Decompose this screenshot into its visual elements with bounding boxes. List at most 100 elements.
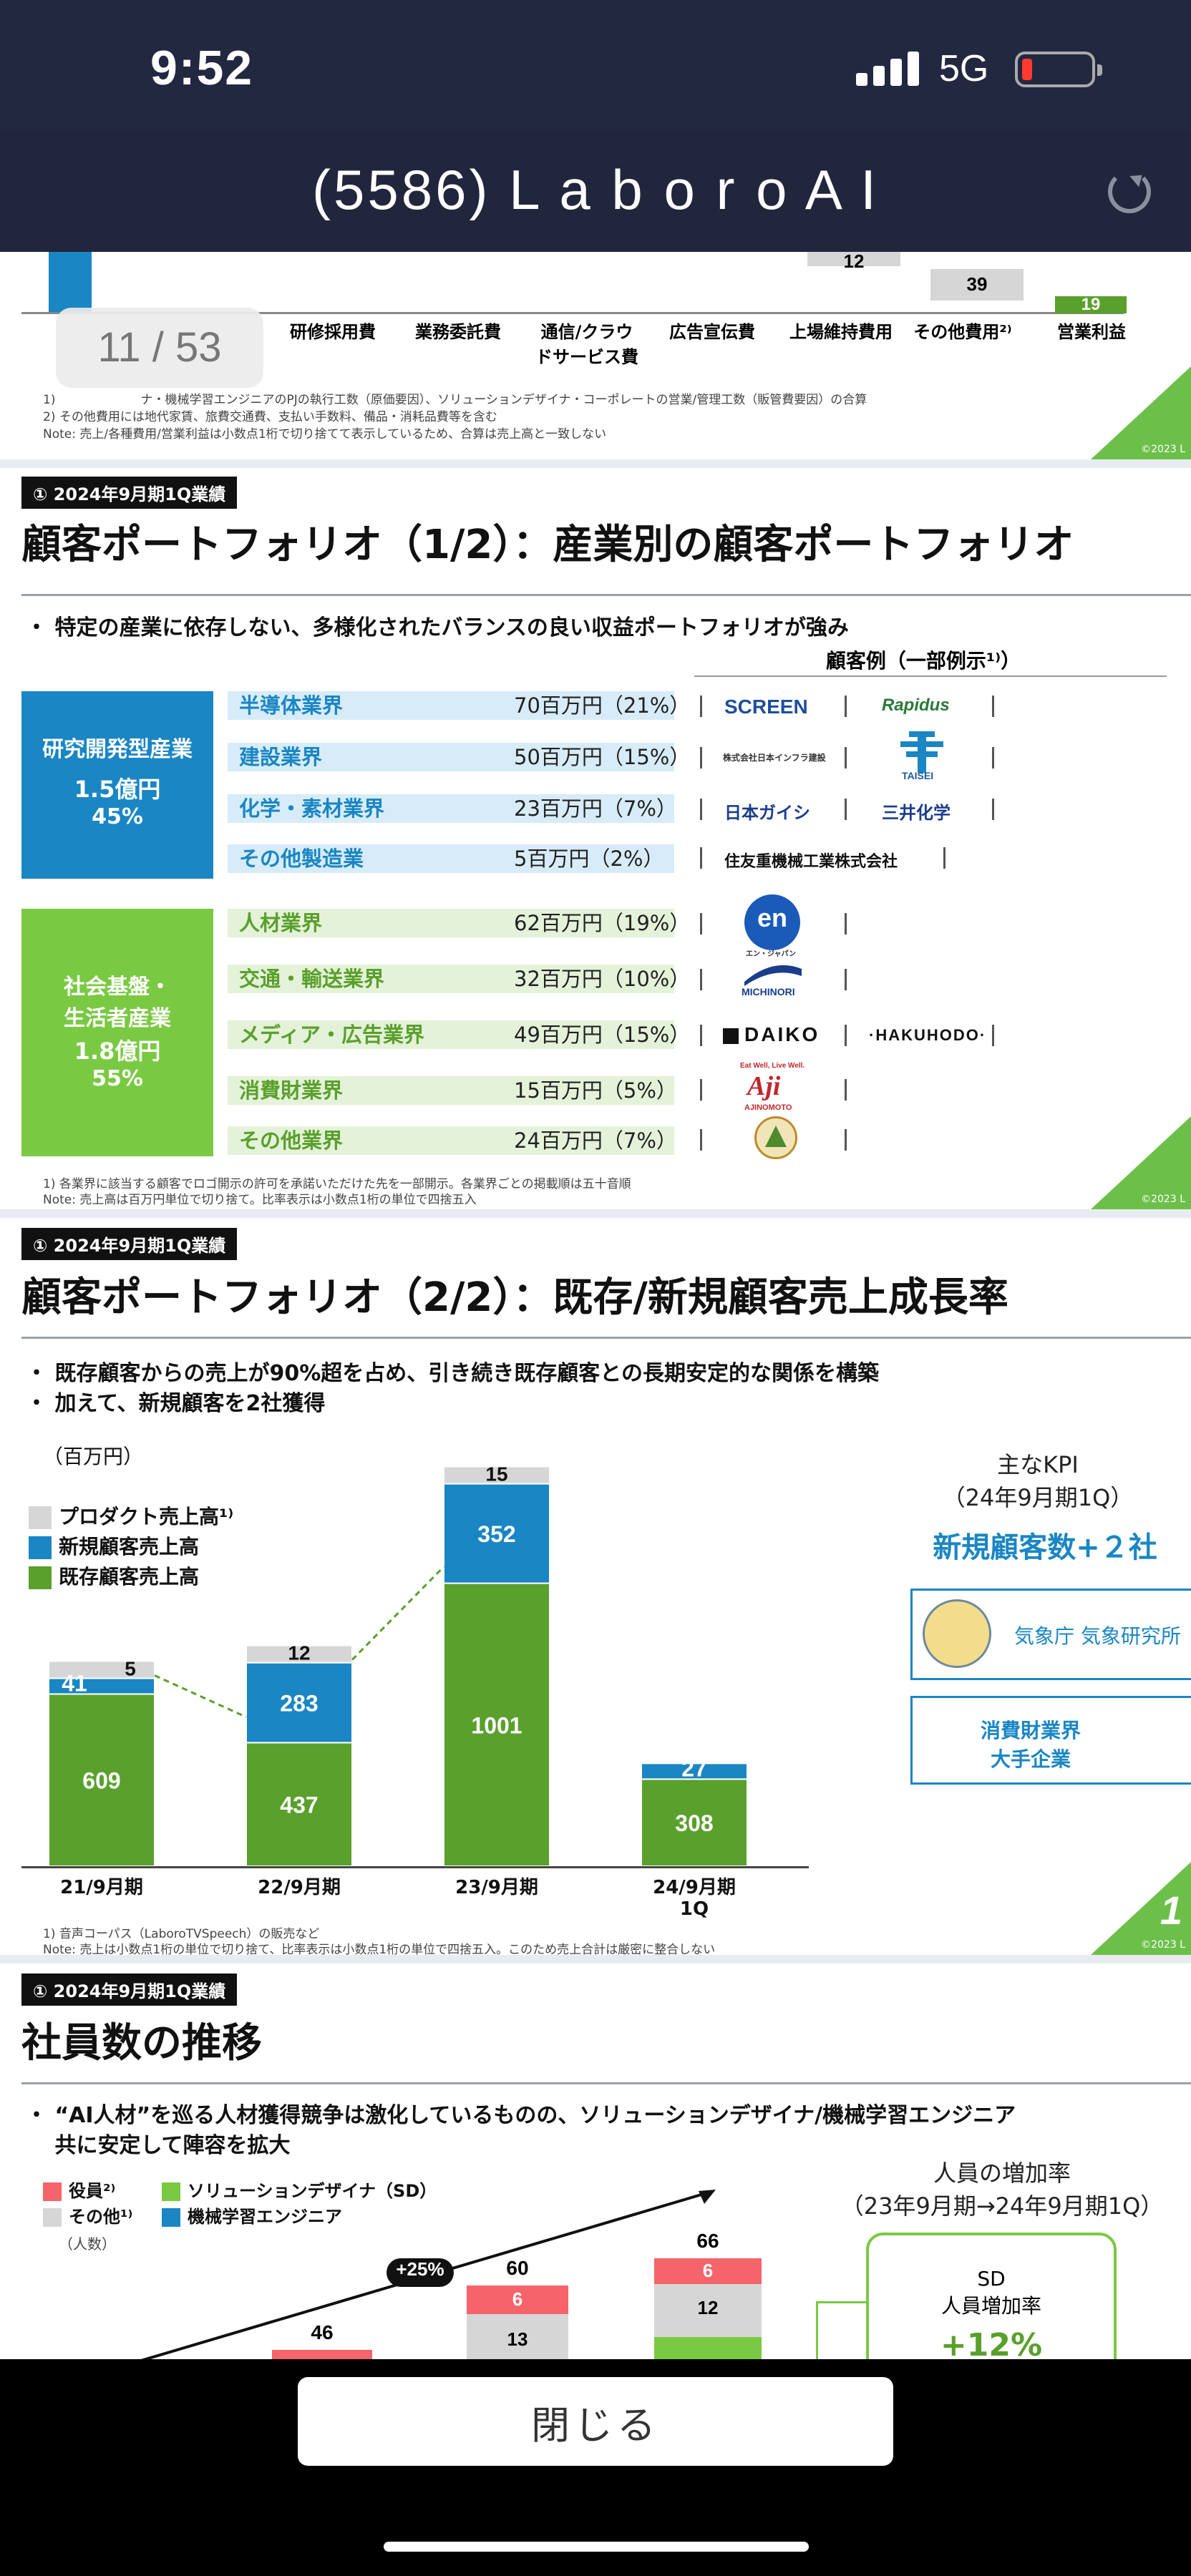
- data-label: 437: [280, 1792, 318, 1818]
- connector: [816, 2301, 866, 2303]
- divider: [21, 1337, 1191, 1339]
- separator: [845, 1025, 847, 1046]
- bar-sd: [654, 2337, 762, 2359]
- bar-product: [246, 1644, 353, 1664]
- industry-value: 50百万円（15%）: [514, 745, 691, 769]
- home-indicator[interactable]: [384, 2542, 809, 2552]
- reload-icon[interactable]: [1108, 170, 1151, 213]
- category-label: 21/9月期: [60, 1877, 143, 1898]
- industry-name: その他業界: [239, 1128, 344, 1153]
- industry-name: 消費財業界: [239, 1078, 344, 1103]
- separator: [992, 747, 994, 769]
- revenue-chart: 609 41 5 21/9月期 437 283 12 22/9月期 1001 352 15 23/9月…: [21, 1433, 823, 1920]
- divider: [21, 2082, 1191, 2084]
- bar-exec: [654, 2258, 762, 2284]
- total-label: 46: [311, 2321, 334, 2343]
- legend-label: 役員²⁾: [69, 2181, 116, 2201]
- category-label: 広告宣伝費: [669, 322, 755, 342]
- taisei-text: TAISEI: [902, 770, 934, 781]
- en-japan-logo: en: [744, 894, 800, 950]
- screen-logo: SCREEN: [724, 696, 808, 718]
- battery-icon: [1015, 52, 1102, 87]
- copyright: ©2023 L: [1141, 444, 1185, 455]
- total-label: 66: [696, 2230, 719, 2252]
- data-label: 283: [280, 1690, 318, 1716]
- slide-title: 社員数の推移: [21, 2020, 262, 2067]
- slide-title: 顧客ポートフォリオ（2/2）：既存/新規顧客売上成長率: [21, 1274, 1008, 1321]
- industry-value: 23百万円（7%）: [514, 796, 677, 821]
- group-box-social: [21, 909, 213, 1156]
- separator: [700, 696, 702, 717]
- industry-row: 消費財業界 15百万円（5%）: [228, 1076, 677, 1105]
- bar-cost-12: [807, 252, 900, 266]
- footnote: 1) ナ・機械学習エンジニアのPJの執行工数（原価要因）、ソリューションデザイナ…: [43, 393, 867, 407]
- bar-value: 12: [697, 2297, 719, 2318]
- sumitomo-logo: 住友重機械工業株式会社: [724, 852, 898, 870]
- trend-line: [154, 1674, 247, 1718]
- footnote: 1) 音声コーパス（LaboroTVSpeech）の販売など: [43, 1927, 320, 1941]
- data-label: 609: [82, 1768, 120, 1794]
- hakuhodo-logo: ·HAKUHODO·: [869, 1026, 987, 1044]
- separator: [700, 1079, 702, 1101]
- connector: [816, 2301, 818, 2359]
- daiko-logo: DAIKO: [723, 1023, 820, 1046]
- bullet-text: ・ 加えて、新規顧客を2社獲得: [26, 1391, 326, 1416]
- bullet-text: ・ “AI人材”を巡る人材獲得競争は激化しているものの、ソリューションデザイナ/…: [26, 2103, 1016, 2158]
- data-label: 5: [125, 1657, 136, 1679]
- status-bar: 9:52 5G: [0, 0, 1191, 130]
- bar-value: 6: [512, 2288, 523, 2310]
- separator: [700, 969, 702, 990]
- category-label: 上場維持費用: [789, 322, 893, 342]
- category-label: 23/9月期: [455, 1877, 538, 1898]
- category-label: 通信/クラウ ドサービス費: [535, 322, 638, 367]
- document-viewport[interactable]: 12 39 19 研修採用費 業務委託費 通信/クラウ ドサービス費 広告宣伝費…: [0, 252, 1191, 2359]
- industry-name: 建設業界: [239, 745, 323, 769]
- industry-name: 半導体業界: [239, 693, 344, 718]
- kpi-card-jma: 気象庁 気象研究所: [910, 1589, 1191, 1680]
- industry-value: 15百万円（5%）: [514, 1078, 677, 1103]
- bar-new: [641, 1762, 748, 1780]
- michinori-logo: MICHINORI: [737, 960, 809, 999]
- industry-name: その他製造業: [239, 847, 364, 871]
- ajinomoto-text: AJINOMOTO: [744, 1103, 792, 1112]
- network-label: 5G: [939, 48, 989, 89]
- industry-row: 建設業界 50百万円（15%）: [228, 743, 690, 771]
- axis-line: [21, 312, 1124, 314]
- sd-rate: +12%: [940, 2327, 1043, 2359]
- industry-name: 交通・輸送業界: [239, 967, 385, 991]
- category-label: その他費用²⁾: [913, 322, 1012, 342]
- document-title: (5586) L a b o r o A I: [312, 158, 879, 221]
- industry-row: 化学・素材業界 23百万円（7%）: [228, 794, 677, 823]
- data-label: 12: [288, 1642, 310, 1664]
- separator: [845, 799, 847, 820]
- separator: [845, 913, 847, 935]
- industry-value: 49百万円（15%）: [514, 1023, 691, 1047]
- section-label: ① 2024年9月期1Q業績: [21, 1974, 238, 2006]
- slide-headcount: ① 2024年9月期1Q業績 社員数の推移 ・ “AI人材”を巡る人材獲得競争は…: [0, 1963, 1191, 2359]
- slide-customer-portfolio-2: ① 2024年9月期1Q業績 顧客ポートフォリオ（2/2）：既存/新規顧客売上成…: [0, 1218, 1191, 1955]
- separator: [700, 799, 702, 820]
- separator: [943, 847, 945, 869]
- legend-label: ソリューションデザイナ（SD）: [188, 2181, 437, 2201]
- mitsui-chemicals-logo: 三井化学: [882, 804, 951, 823]
- nikken-logo: 株式会社日本インフラ建設: [723, 753, 826, 763]
- section-label: ① 2024年9月期1Q業績: [21, 477, 238, 509]
- kpi-card-consumer: 消費財業界 大手企業: [910, 1696, 1191, 1785]
- bullet-text: ・ 特定の産業に依存しない、多様化されたバランスの良い収益ポートフォリオが強み: [26, 615, 849, 640]
- legend-label: 新規顧客売上高: [59, 1535, 200, 1558]
- category-label: 研修採用費: [290, 322, 376, 342]
- value-label: 12: [843, 252, 865, 272]
- industry-row: 半導体業界 70百万円（21%）: [228, 691, 690, 720]
- legend-other: その他¹⁾: [43, 2202, 132, 2228]
- ajinomoto-mark: Aji: [747, 1071, 781, 1101]
- data-label: 352: [477, 1521, 515, 1547]
- customer-example-header: 顧客例（一部例示¹⁾）: [825, 649, 1021, 673]
- data-label: 27: [681, 1755, 707, 1781]
- footnote: Note: 売上は小数点1桁の単位で切り捨て、比率表示は小数点1桁の単位で四捨五…: [43, 1943, 716, 1955]
- chart-svg: 609 41 5 21/9月期 437 283 12 22/9月期 1001 352 15 23/9月…: [48, 1463, 748, 1920]
- divider: [21, 594, 1191, 596]
- footnote: Note: 売上高は百万円単位で切り捨て。比率表示は小数点1桁の単位で四捨五入: [43, 1193, 477, 1207]
- legend-label: プロダクト売上高¹⁾: [59, 1505, 234, 1528]
- close-button[interactable]: 閉じる: [298, 2377, 893, 2466]
- kpi-headline: 新規顧客数+２社: [933, 1531, 1157, 1564]
